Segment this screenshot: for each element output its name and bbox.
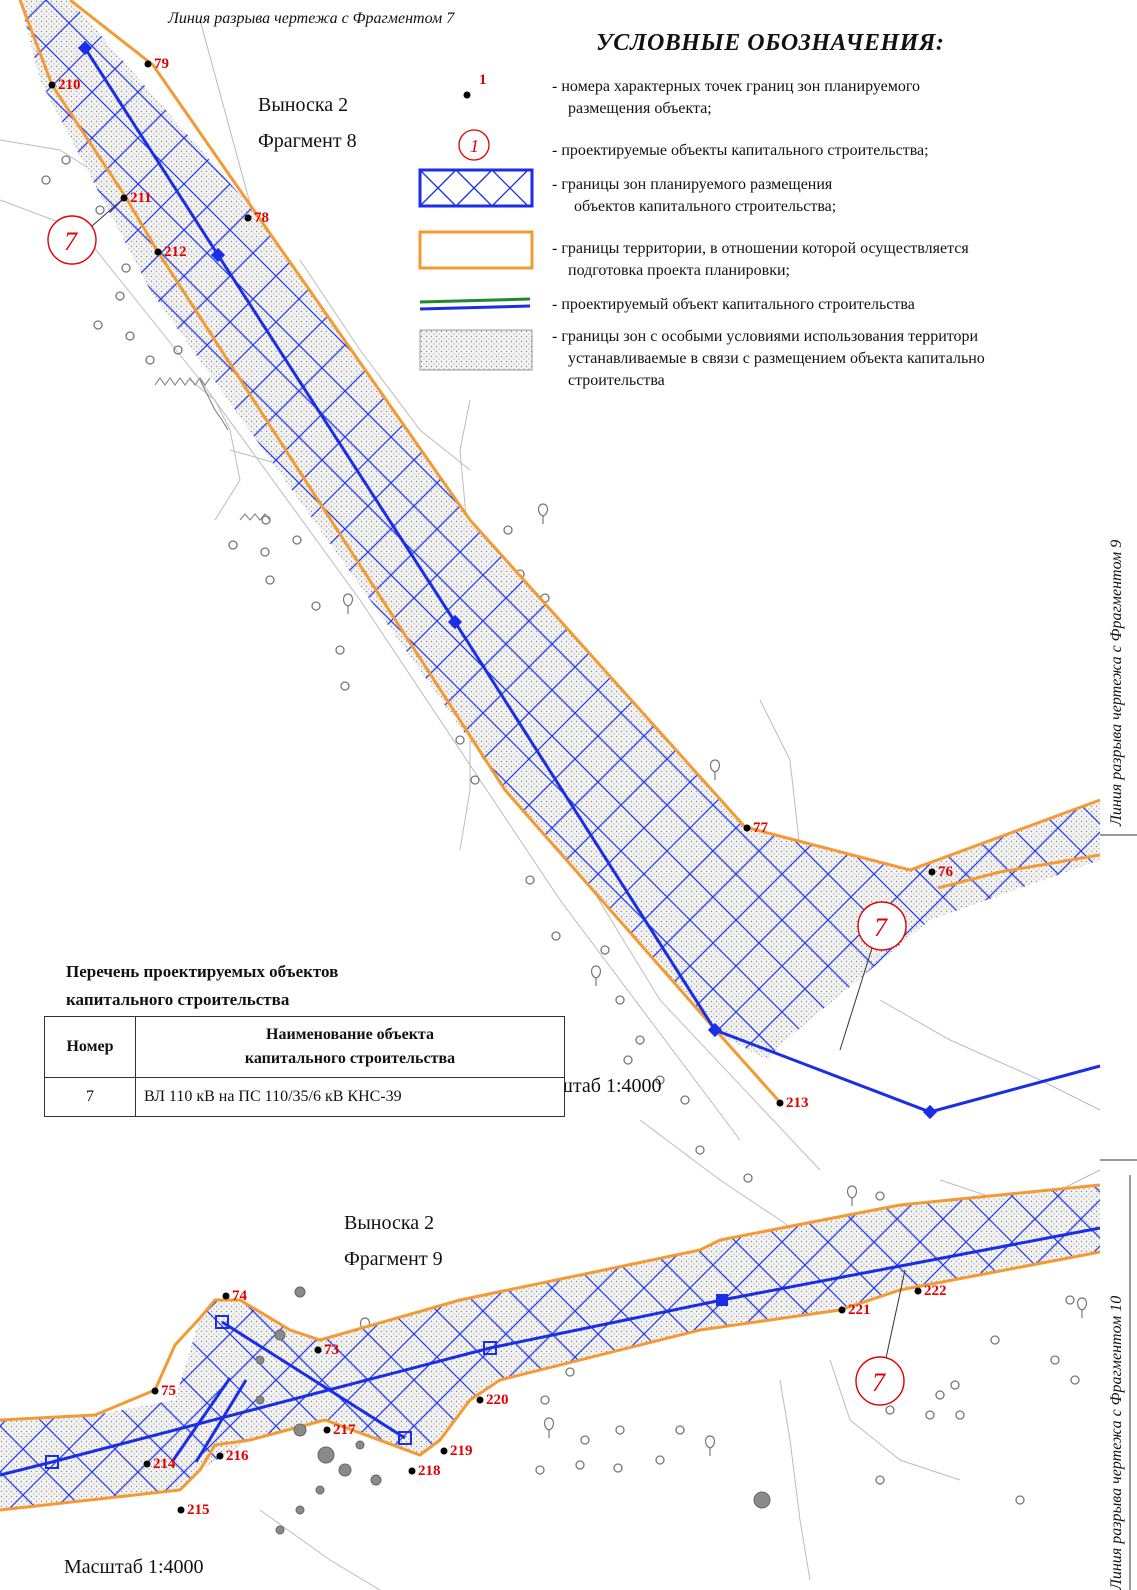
object-marker-7-upper-right: 7 bbox=[874, 913, 888, 942]
legend-symbols: 1 1 bbox=[418, 72, 534, 371]
point-216: 216 bbox=[226, 1448, 249, 1464]
legend-object-number: 1 bbox=[470, 136, 479, 156]
point-214: 214 bbox=[153, 1456, 176, 1472]
callout-lower-line1: Выноска 2 bbox=[344, 1212, 435, 1234]
special-conditions-zone-lower bbox=[0, 1185, 1100, 1510]
point-78: 78 bbox=[254, 210, 269, 226]
break-line-label-right-upper: Линия разрыва чертежа с Фрагментом 9 bbox=[1108, 539, 1125, 826]
projected-line-upper bbox=[83, 47, 1101, 1114]
point-220: 220 bbox=[486, 1392, 509, 1408]
object-list-title: Перечень проектируемых объектов капиталь… bbox=[66, 962, 339, 1009]
point-221: 221 bbox=[848, 1302, 871, 1318]
legend-zone-symbol bbox=[418, 168, 534, 208]
break-line-label-top: Линия разрыва чертежа с Фрагментом 7 bbox=[168, 10, 455, 27]
legend-object-symbol bbox=[458, 129, 490, 161]
territory-boundary-lower bbox=[0, 1183, 1101, 1512]
point-210: 210 bbox=[58, 77, 81, 93]
legend-item-line: - проектируемый объект капитального стро… bbox=[552, 296, 915, 313]
legend-item-objects: - проектируемые объекты капитального стр… bbox=[552, 142, 929, 159]
callout-upper-line2: Фрагмент 8 bbox=[258, 130, 357, 152]
legend-item-zones: - границы зон планируемого размещения об… bbox=[552, 176, 837, 215]
tree-symbols bbox=[162, 271, 1088, 1456]
object-markers bbox=[47, 215, 907, 1406]
object-marker-7-lower: 7 bbox=[872, 1368, 886, 1397]
point-labels: 79 210 211 212 78 77 76 213 74 73 75 220… bbox=[58, 56, 954, 1518]
legend-point-symbol bbox=[463, 91, 471, 99]
point-219: 219 bbox=[450, 1443, 473, 1459]
object-marker-7-upper-left: 7 bbox=[64, 227, 78, 256]
object-list-table: Номер Наименование объекта капитального … bbox=[44, 1016, 565, 1117]
embankment-lines bbox=[154, 377, 271, 521]
projected-line-lower bbox=[0, 1226, 1101, 1477]
point-76: 76 bbox=[938, 864, 954, 880]
row-name: ВЛ 110 кВ на ПС 110/35/6 кВ КНС-39 bbox=[135, 1077, 565, 1117]
point-77: 77 bbox=[753, 820, 769, 836]
legend-title: УСЛОВНЫЕ ОБОЗНАЧЕНИЯ: bbox=[596, 30, 945, 56]
legend-item-special-zones: - границы зон с особыми условиями исполь… bbox=[552, 328, 985, 389]
point-218: 218 bbox=[418, 1463, 441, 1479]
point-79: 79 bbox=[154, 56, 169, 72]
scale-lower: Масштаб 1:4000 bbox=[64, 1556, 204, 1578]
legend-item-points: - номера характерных точек границ зон пл… bbox=[552, 78, 921, 117]
special-conditions-zone-upper bbox=[20, 0, 1100, 1060]
point-215: 215 bbox=[187, 1502, 210, 1518]
point-212: 212 bbox=[164, 244, 187, 260]
point-75: 75 bbox=[161, 1383, 176, 1399]
characteristic-points bbox=[48, 60, 936, 1514]
point-222: 222 bbox=[924, 1283, 947, 1299]
line-supports-lower bbox=[45, 1294, 728, 1469]
break-line-label-right-lower: Линия разрыва чертежа с Фрагментом 10 bbox=[1108, 1295, 1125, 1590]
header-number: Номер bbox=[44, 1016, 136, 1078]
callout-lower-line2: Фрагмент 9 bbox=[344, 1248, 443, 1270]
legend-item-territory: - границы территории, в отношении которо… bbox=[552, 240, 969, 279]
point-73: 73 bbox=[324, 1342, 339, 1358]
legend-point-number: 1 bbox=[479, 72, 487, 88]
table-row: 7 ВЛ 110 кВ на ПС 110/35/6 кВ КНС-39 bbox=[44, 1077, 565, 1117]
point-211: 211 bbox=[130, 190, 152, 206]
point-217: 217 bbox=[333, 1422, 356, 1438]
legend-line-symbol bbox=[419, 297, 531, 311]
substation-cluster bbox=[255, 1286, 771, 1535]
callout-upper-line1: Выноска 2 bbox=[258, 94, 349, 116]
header-name: Наименование объекта капитального строит… bbox=[135, 1016, 565, 1078]
point-213: 213 bbox=[786, 1095, 809, 1111]
point-74: 74 bbox=[232, 1288, 248, 1304]
legend-territory-symbol bbox=[418, 230, 534, 270]
legend-special-zone-symbol bbox=[419, 329, 533, 371]
row-number: 7 bbox=[44, 1077, 136, 1117]
